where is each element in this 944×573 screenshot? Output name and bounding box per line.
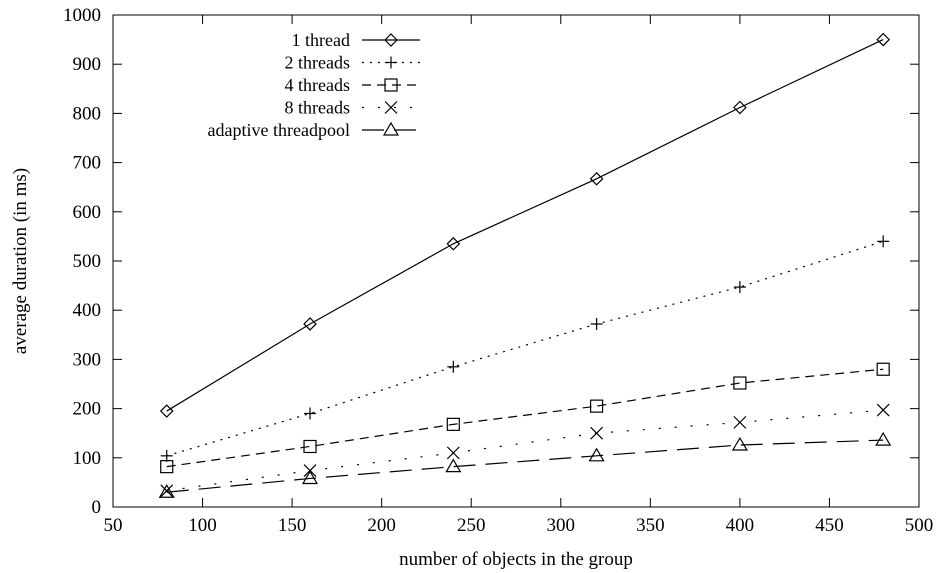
marker-cross — [446, 446, 460, 460]
axis-ticks: 50 100 150 200 250 300 350 400 450 500 0 100 200 300 4… — [63, 5, 933, 536]
x-tick-label: 100 — [188, 515, 217, 536]
marker-plus — [877, 235, 890, 248]
series-line — [166, 39, 884, 412]
marker-plus — [590, 317, 603, 330]
series-1 — [160, 235, 890, 462]
legend-item: 2 threads — [285, 53, 420, 73]
marker-cross — [384, 101, 398, 114]
marker-cross — [733, 415, 747, 429]
y-axis-label: average duration (in ms) — [10, 168, 31, 354]
marker-triangle — [445, 458, 462, 473]
marker-diamond — [589, 171, 604, 186]
marker-plus — [447, 360, 460, 373]
y-tick-label: 900 — [73, 54, 102, 75]
y-tick-label: 200 — [73, 399, 102, 420]
series-3 — [160, 403, 890, 498]
marker-square — [589, 399, 604, 413]
legend-item: adaptive threadpool — [208, 120, 420, 140]
x-tick-label: 250 — [457, 515, 486, 536]
x-tick-label: 50 — [104, 515, 123, 536]
x-tick-label: 500 — [905, 515, 934, 536]
y-tick-label: 800 — [73, 103, 102, 124]
y-tick-label: 0 — [92, 497, 102, 518]
x-tick-label: 400 — [726, 515, 755, 536]
marker-square — [446, 417, 460, 431]
marker-triangle — [301, 470, 319, 485]
marker-triangle — [875, 431, 892, 446]
y-tick-label: 400 — [73, 300, 102, 321]
x-tick-label: 350 — [636, 515, 665, 536]
series-line — [166, 409, 884, 492]
marker-cross — [160, 484, 174, 498]
legend-item: 1 thread — [292, 30, 420, 50]
marker-triangle — [382, 121, 400, 136]
y-tick-label: 100 — [73, 448, 102, 469]
marker-plus — [304, 407, 317, 420]
legend-label: 1 thread — [292, 30, 350, 50]
plot-frame — [112, 14, 920, 508]
legend-item: 4 threads — [285, 75, 420, 95]
marker-plus — [385, 56, 397, 69]
marker-square — [160, 460, 174, 474]
legend-label: 8 threads — [285, 98, 350, 118]
marker-triangle — [158, 484, 175, 498]
plot-border — [112, 14, 920, 508]
marker-diamond — [876, 32, 891, 47]
y-tick-label: 700 — [73, 153, 102, 174]
marker-triangle — [588, 447, 605, 462]
marker-plus — [160, 449, 173, 462]
y-tick-label: 300 — [73, 349, 102, 370]
marker-plus — [733, 281, 746, 294]
legend-label: adaptive threadpool — [208, 120, 350, 140]
series-0 — [159, 32, 891, 418]
data-series — [158, 32, 892, 498]
legend-item: 8 threads — [285, 98, 420, 118]
x-tick-label: 450 — [815, 515, 844, 536]
marker-cross-b — [384, 101, 398, 114]
x-tick-label: 300 — [547, 515, 576, 536]
marker-square — [303, 439, 317, 454]
marker-diamond — [446, 236, 461, 251]
series-line — [166, 439, 884, 493]
marker-cross-b — [733, 415, 747, 429]
marker-diamond — [384, 33, 398, 47]
legend-label: 2 threads — [285, 53, 350, 73]
marker-cross — [590, 426, 604, 440]
marker-diamond — [159, 404, 174, 418]
marker-square — [876, 362, 890, 376]
marker-cross-b — [446, 446, 460, 460]
legend-label: 4 threads — [285, 75, 350, 95]
x-tick-label: 200 — [367, 515, 396, 536]
marker-triangle — [731, 436, 748, 451]
series-line — [166, 368, 884, 468]
marker-cross-b — [160, 484, 174, 498]
marker-cross-b — [590, 426, 604, 440]
x-tick-label: 150 — [278, 515, 307, 536]
series-2 — [160, 362, 890, 474]
y-tick-label: 1000 — [63, 5, 101, 26]
marker-diamond — [303, 317, 317, 331]
marker-square — [384, 78, 398, 92]
marker-cross — [876, 403, 890, 417]
y-tick-label: 500 — [73, 251, 102, 272]
y-tick-label: 600 — [73, 202, 102, 223]
marker-square — [733, 376, 747, 390]
x-axis-label: number of objects in the group — [399, 549, 633, 570]
marker-diamond — [733, 100, 747, 115]
marker-cross-b — [876, 403, 890, 417]
series-4 — [158, 431, 892, 498]
series-line — [166, 240, 884, 457]
